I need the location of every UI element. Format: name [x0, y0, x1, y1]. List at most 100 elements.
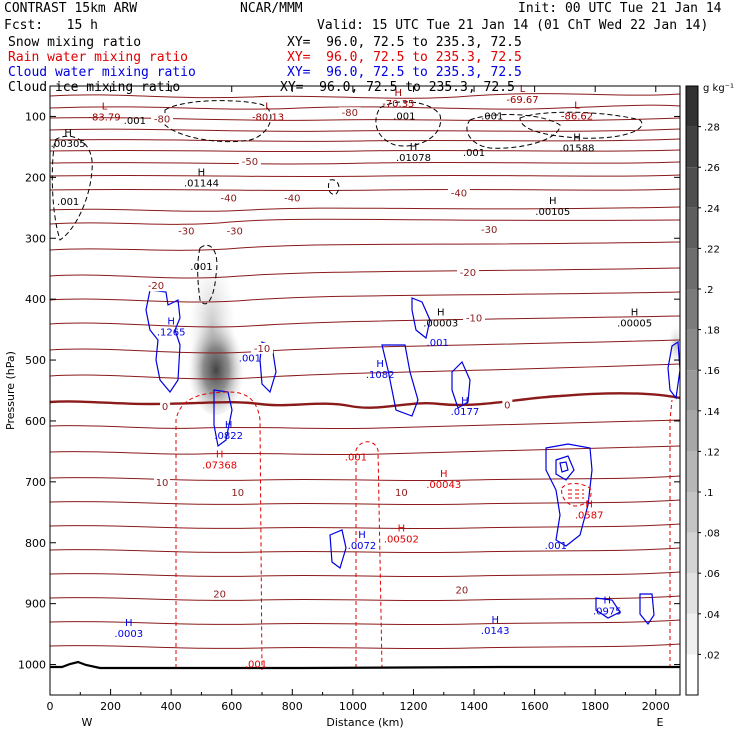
- init-label: Init: 00 UTC Tue 21 Jan 14: [518, 1, 722, 16]
- extremum-value: -86.62: [561, 111, 593, 122]
- isotherm-label: 10: [395, 488, 408, 499]
- extremum-symbol: H: [198, 167, 206, 178]
- field-cloudwater-name: Cloud water mixing ratio: [8, 65, 196, 80]
- colorbar-segment: [686, 451, 698, 492]
- colorbar-tick-label: .18: [704, 326, 720, 337]
- x-tick-label: 800: [282, 700, 303, 713]
- colorbar-segment: [686, 492, 698, 533]
- colorbar-tick-label: .04: [704, 610, 720, 621]
- colorbar-tick-label: .2: [704, 285, 714, 296]
- cloud-water-contour: [639, 593, 655, 626]
- isotherm-label: -10: [466, 313, 482, 324]
- isotherm: [50, 619, 680, 626]
- isotherm-label: -30: [227, 226, 243, 237]
- extremum-value: .00043: [426, 480, 461, 491]
- isotherm: [50, 104, 680, 110]
- colorbar-segment: [686, 126, 698, 168]
- colorbar-segment: [686, 86, 698, 127]
- cloud-ice-contour: [466, 114, 561, 149]
- colorbar-tick-label: .1: [704, 488, 714, 499]
- x-tick-label: 1400: [460, 700, 488, 713]
- cloud-water-contour: [595, 597, 621, 619]
- extremum-symbol: H: [440, 469, 448, 480]
- colorbar-frame: [685, 85, 699, 696]
- isotherm: [50, 174, 680, 178]
- isotherm: [50, 571, 680, 578]
- cloud-ice-contour: [51, 135, 93, 241]
- contour-value-label: .001: [124, 116, 146, 127]
- contour-value-label: .001: [427, 338, 449, 349]
- isotherm: [50, 161, 680, 165]
- colorbar-tick-label: .22: [704, 244, 720, 255]
- extremum-symbol: H: [398, 524, 406, 535]
- isotherm-label-bg: [281, 192, 304, 204]
- isotherm-freezing: [50, 392, 680, 409]
- x-tick-label: 1800: [581, 700, 609, 713]
- rain-water-contour: [561, 483, 592, 507]
- colorbar-tick-label: .06: [704, 569, 720, 580]
- y-axis-title: Pressure (hPa): [4, 351, 17, 430]
- cloud-water-contour: [559, 461, 569, 473]
- cloud-water-contour: [381, 344, 419, 417]
- cloud-ice-contour: [164, 100, 272, 143]
- extremum-value: .00005: [617, 318, 652, 329]
- isotherm: [50, 475, 680, 482]
- colorbar-tick-label: .28: [704, 123, 720, 134]
- x-tick-label: 1200: [399, 700, 427, 713]
- cloud-water-contour: [545, 443, 593, 547]
- isotherm-label-bg: [238, 155, 261, 167]
- isotherm-label: -30: [481, 225, 497, 236]
- extremum-value: .0143: [481, 626, 510, 637]
- rain-water-contour: [568, 489, 584, 499]
- colorbar-segment: [686, 167, 698, 208]
- isotherm: [50, 547, 680, 554]
- isotherm-label: 0: [504, 401, 510, 412]
- colorbar-tick-label: .08: [704, 529, 720, 540]
- isotherm-label: 20: [213, 589, 226, 600]
- x-axis-west-label: W: [82, 716, 93, 729]
- contour-value-label: .001: [190, 262, 212, 273]
- isotherm-label-bg: [151, 113, 174, 125]
- colorbar-segment: [686, 613, 698, 655]
- isotherm: [50, 188, 680, 192]
- isotherm-label-bg: [456, 266, 479, 278]
- isotherm-label-bg: [393, 487, 410, 499]
- extremum-value: .0003: [114, 629, 143, 640]
- isotherm: [50, 291, 680, 303]
- cloud-ice-contour: [519, 111, 643, 139]
- x-tick-label: 2000: [642, 700, 670, 713]
- colorbar-unit: g kg⁻¹: [703, 83, 734, 94]
- isotherm: [50, 523, 680, 530]
- colorbar-tick-label: .24: [704, 204, 720, 215]
- field-rain-xy: XY= 96.0, 72.5 to 235.3, 72.5: [287, 50, 522, 65]
- extremum-symbol: H: [64, 128, 72, 139]
- extremum-symbol: L: [520, 84, 526, 95]
- isotherm-label: 0: [162, 402, 168, 413]
- extremum-value: .0587: [575, 510, 604, 521]
- rain-water-contour: [355, 441, 383, 669]
- isotherm-label: -80: [154, 114, 170, 125]
- isotherm-label-bg: [223, 225, 246, 237]
- colorbar-segment: [686, 410, 698, 452]
- extremum-symbol: L: [574, 100, 580, 111]
- isotherm-label-bg: [251, 342, 274, 354]
- extremum-symbol: H: [376, 359, 384, 370]
- extremum-value: -80.13: [252, 113, 284, 124]
- y-tick-label: 100: [25, 110, 46, 123]
- x-tick-label: 400: [161, 700, 182, 713]
- isotherm-label-bg: [145, 280, 168, 292]
- isotherm: [50, 363, 680, 380]
- isotherm: [50, 595, 680, 602]
- isotherm-label-bg: [478, 224, 501, 236]
- isotherm-label-bg: [211, 588, 228, 600]
- extremum-symbol: H: [461, 396, 469, 407]
- y-tick-label: 700: [25, 476, 46, 489]
- extremum-value: .0072: [348, 541, 377, 552]
- extremum-value: .01144: [184, 178, 219, 189]
- extremum-value: .00502: [384, 535, 419, 546]
- isotherm-label: -50: [242, 157, 258, 168]
- isotherm: [50, 206, 680, 212]
- isotherm-label: -20: [460, 268, 476, 279]
- isotherm: [50, 128, 680, 132]
